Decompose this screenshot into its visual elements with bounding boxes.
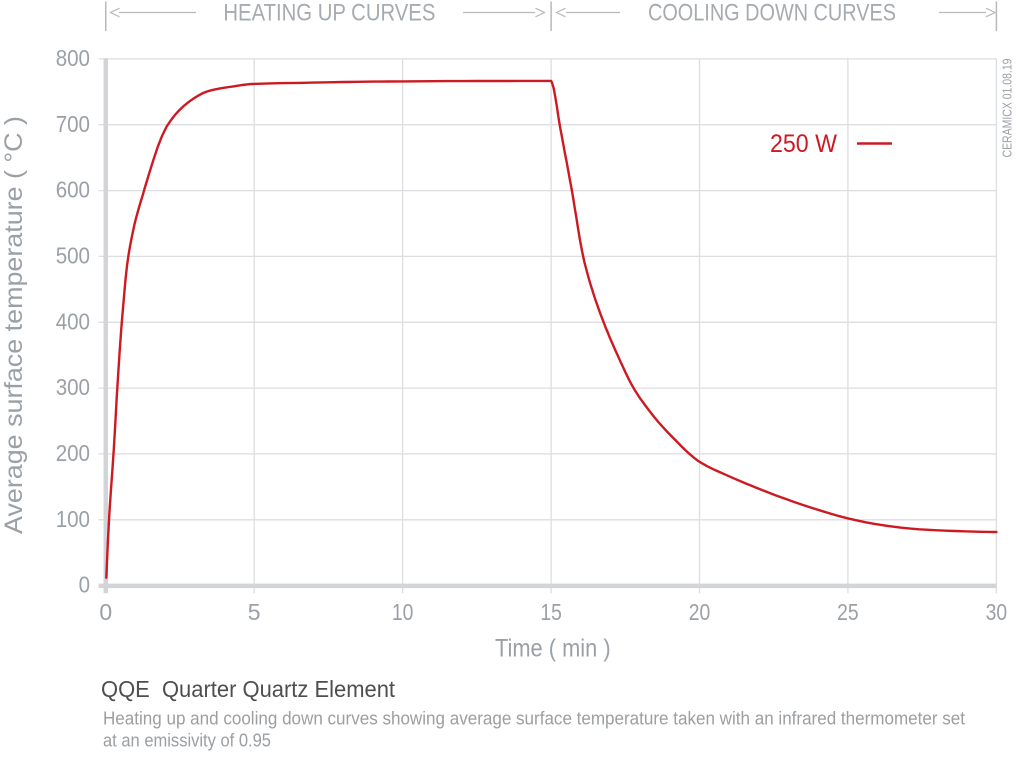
svg-text:600: 600 — [56, 177, 90, 203]
svg-text:30: 30 — [986, 599, 1008, 625]
svg-text:10: 10 — [392, 599, 414, 625]
svg-text:Heating up and cooling down cu: Heating up and cooling down curves showi… — [103, 708, 965, 728]
svg-text:500: 500 — [56, 243, 90, 269]
svg-text:250 W: 250 W — [770, 130, 837, 158]
svg-text:5: 5 — [248, 599, 261, 625]
svg-text:COOLING DOWN CURVES: COOLING DOWN CURVES — [648, 0, 896, 27]
svg-text:0: 0 — [79, 572, 90, 598]
svg-text:15: 15 — [540, 599, 562, 625]
svg-text:CERAMICX 01.08.19: CERAMICX 01.08.19 — [1001, 58, 1015, 157]
svg-text:Average surface temperature (: Average surface temperature ( °C ) — [0, 116, 28, 534]
svg-text:QQE Quarter Quartz Element: QQE Quarter Quartz Element — [101, 676, 395, 702]
svg-text:300: 300 — [56, 374, 90, 400]
svg-text:400: 400 — [56, 308, 90, 334]
svg-text:200: 200 — [56, 440, 90, 466]
svg-text:20: 20 — [689, 599, 711, 625]
svg-text:0: 0 — [99, 599, 112, 625]
svg-text:Time ( min ): Time ( min ) — [495, 635, 611, 663]
svg-text:100: 100 — [56, 506, 90, 532]
svg-text:25: 25 — [837, 599, 859, 625]
svg-text:HEATING UP CURVES: HEATING UP CURVES — [223, 0, 435, 27]
svg-text:800: 800 — [56, 45, 90, 71]
svg-text:at an emissivity of 0.95: at an emissivity of 0.95 — [103, 730, 271, 750]
svg-text:700: 700 — [56, 111, 90, 137]
